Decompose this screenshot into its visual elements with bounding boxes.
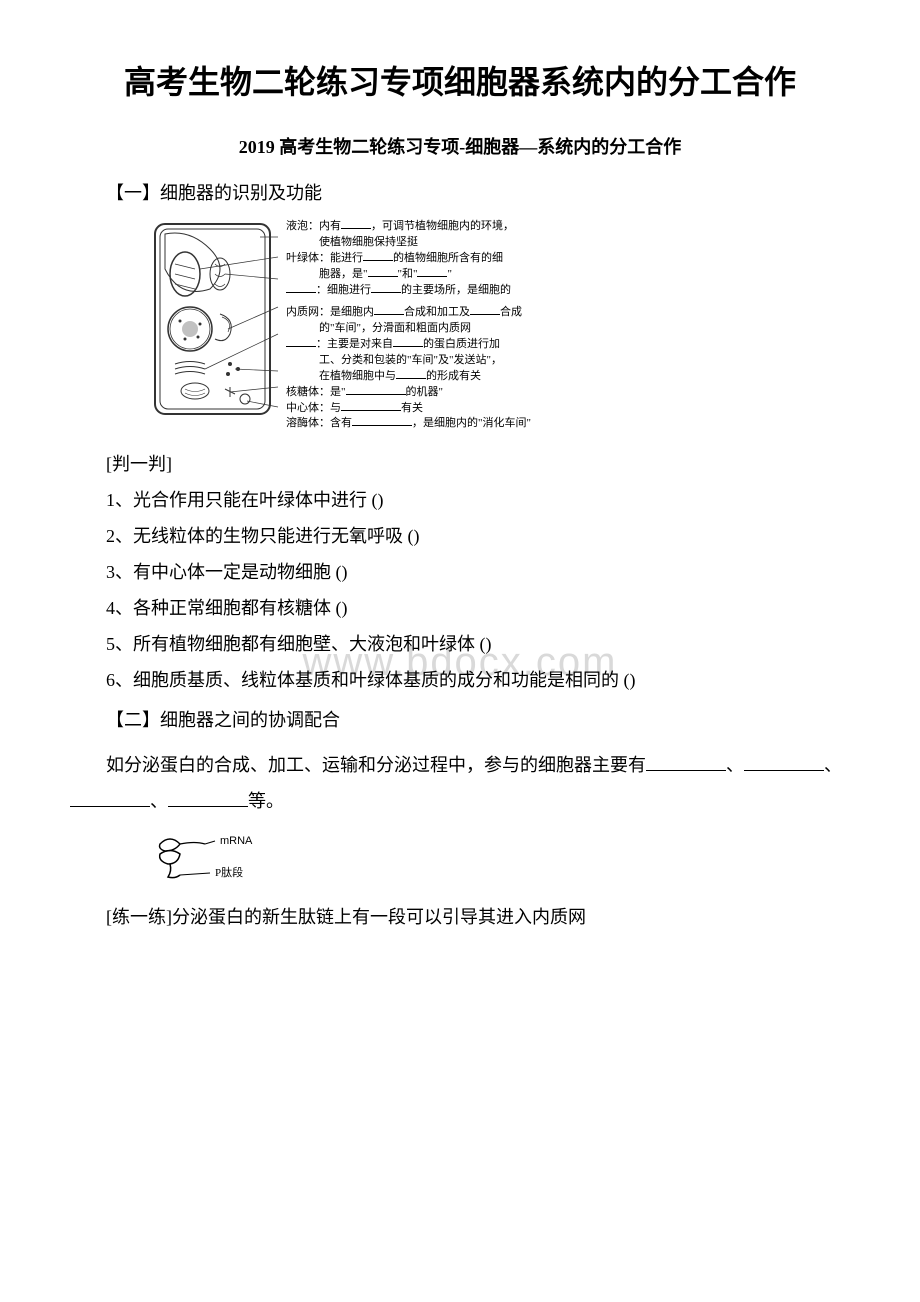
label-chloro-1: 叶绿体：能进行 (286, 252, 363, 264)
label-vacuole-3: 使植物细胞保持坚挺 (286, 235, 531, 251)
label-er-2: 合成和加工及 (404, 306, 470, 318)
judge-item-3: 3、有中心体一定是动物细胞 () (70, 554, 850, 590)
label-ribo-2: 的机器" (406, 386, 444, 398)
label-golgi-4: 在植物细胞中与 (319, 370, 396, 382)
s2-text-b: 等。 (248, 791, 284, 811)
label-lyso-2: ，是细胞内的"消化车间" (412, 417, 531, 429)
mrna-diagram: mRNA P肽段 (150, 829, 850, 889)
main-title: 高考生物二轮练习专项细胞器系统内的分工合作 (70, 60, 850, 105)
label-centro-1: 中心体：与 (286, 402, 341, 414)
judge-item-5: 5、所有植物细胞都有细胞壁、大液泡和叶绿体 () (70, 626, 850, 662)
label-er-1: 内质网：是细胞内 (286, 306, 374, 318)
label-chloro-3: 胞器，是" (319, 268, 368, 280)
label-mito-2: 的主要场所，是细胞的 (401, 284, 511, 296)
label-golgi-3: 工、分类和包装的"车间"及"发送站"， (286, 353, 531, 369)
section-1-heading: 【一】细胞器的识别及功能 (70, 177, 850, 209)
diagram-labels: 液泡：内有 ，可调节植物细胞内的环境， 使植物细胞保持坚挺 叶绿体：能进行 的植物细… (280, 219, 531, 432)
label-chloro-2: 的植物细胞所含有的细 (393, 252, 503, 264)
label-chloro-4: "和" (398, 268, 418, 280)
label-mito-1: ：细胞进行 (316, 284, 371, 296)
label-golgi-2: 的蛋白质进行加 (423, 338, 500, 350)
judge-item-1: 1、光合作用只能在叶绿体中进行 () (70, 482, 850, 518)
cell-diagram-svg (150, 219, 280, 419)
ppeptide-label: P肽段 (215, 865, 243, 879)
label-lyso-1: 溶酶体：含有 (286, 417, 352, 429)
subtitle: 2019 高考生物二轮练习专项-细胞器—系统内的分工合作 (70, 133, 850, 159)
judge-item-4: 4、各种正常细胞都有核糖体 () (70, 590, 850, 626)
exercise-text: [练一练]分泌蛋白的新生肽链上有一段可以引导其进入内质网 (70, 899, 850, 935)
s2-text-a: 如分泌蛋白的合成、加工、运输和分泌过程中，参与的细胞器主要有 (106, 755, 646, 775)
judge-item-2: 2、无线粒体的生物只能进行无氧呼吸 () (70, 518, 850, 554)
label-golgi-1: ：主要是对来自 (316, 338, 393, 350)
label-er-4: 的"车间"，分滑面和粗面内质网 (286, 321, 531, 337)
section-2-para: 如分泌蛋白的合成、加工、运输和分泌过程中，参与的细胞器主要有、、、等。 (70, 747, 850, 819)
label-chloro-5: " (447, 268, 452, 280)
section-2-heading: 【二】细胞器之间的协调配合 (70, 704, 850, 736)
judge-item-6: 6、细胞质基质、线粒体基质和叶绿体基质的成分和功能是相同的 () (70, 662, 850, 698)
label-ribo-1: 核糖体：是" (286, 386, 346, 398)
label-er-3: 合成 (500, 306, 522, 318)
label-golgi-5: 的形成有关 (426, 370, 481, 382)
mrna-label: mRNA (220, 835, 253, 847)
cell-diagram-block: 液泡：内有 ，可调节植物细胞内的环境， 使植物细胞保持坚挺 叶绿体：能进行 的植物细… (150, 219, 850, 432)
judge-label: [判一判] (70, 446, 850, 482)
label-vacuole-1: 液泡：内有 (286, 220, 341, 232)
page-content: 高考生物二轮练习专项细胞器系统内的分工合作 2019 高考生物二轮练习专项-细胞… (70, 60, 850, 935)
label-vacuole-2: ，可调节植物细胞内的环境， (371, 220, 514, 232)
label-centro-2: 有关 (401, 402, 423, 414)
